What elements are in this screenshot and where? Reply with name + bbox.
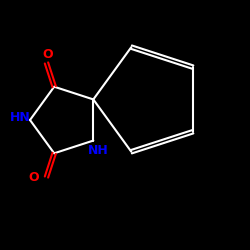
Text: NH: NH: [88, 144, 109, 157]
Text: O: O: [29, 170, 39, 183]
Text: O: O: [42, 48, 53, 61]
Text: HN: HN: [10, 111, 30, 124]
